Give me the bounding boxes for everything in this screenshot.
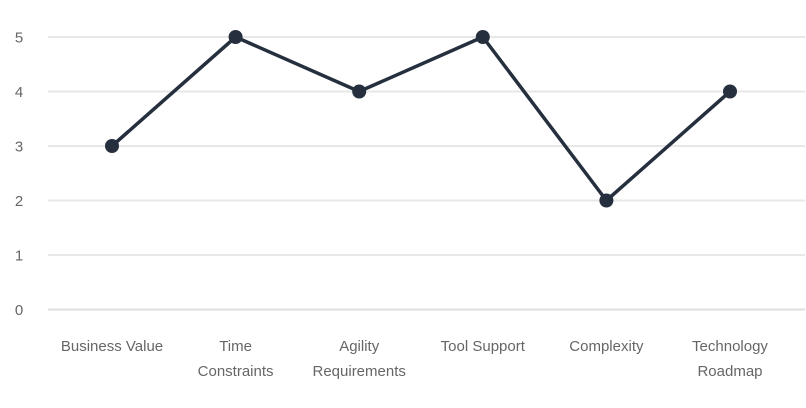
x-axis-label: Agility — [339, 338, 380, 355]
x-axis-label: Constraints — [198, 363, 274, 380]
data-point — [228, 30, 243, 44]
x-axis-label: Business Value — [61, 338, 163, 355]
data-point — [352, 84, 367, 99]
y-axis-label: 1 — [15, 248, 23, 265]
x-axis-label: Complexity — [569, 338, 644, 355]
x-axis-label: Roadmap — [697, 363, 762, 380]
data-point — [599, 193, 614, 208]
x-axis-label: Time — [219, 338, 252, 355]
x-axis-label: Tool Support — [441, 338, 526, 355]
x-axis-label: Technology — [692, 338, 768, 355]
data-points-group — [105, 30, 737, 208]
data-point — [105, 139, 119, 153]
gridlines-group — [48, 36, 805, 311]
data-line — [110, 35, 732, 203]
y-axis-labels-group: 0 1 2 3 4 5 — [15, 30, 23, 320]
y-axis-label: 3 — [15, 139, 23, 156]
data-point — [723, 84, 737, 99]
data-point — [475, 30, 490, 44]
y-axis-label: 0 — [15, 302, 23, 319]
y-axis-label: 2 — [15, 193, 23, 210]
y-axis-label: 4 — [15, 84, 23, 101]
x-axis-labels-group: Business Value Time Constraints Agility Requ… — [61, 338, 769, 380]
y-axis-label: 5 — [15, 30, 23, 47]
x-axis-label: Requirements — [313, 363, 406, 380]
